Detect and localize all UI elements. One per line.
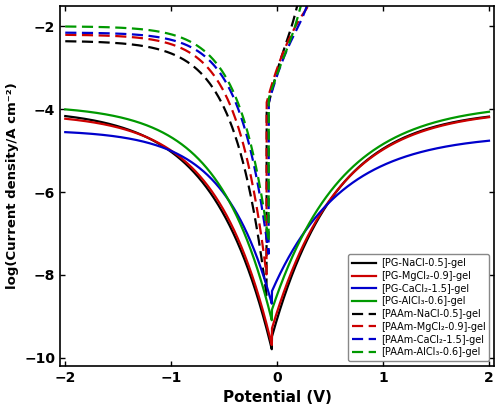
X-axis label: Potential (V): Potential (V) bbox=[222, 390, 332, 405]
Y-axis label: log(Current density/A cm⁻²): log(Current density/A cm⁻²) bbox=[6, 83, 18, 289]
Legend: [PG-NaCl-0.5]-gel, [PG-MgCl₂-0.9]-gel, [PG-CaCl₂-1.5]-gel, [PG-AlCl₃-0.6]-gel, [: [PG-NaCl-0.5]-gel, [PG-MgCl₂-0.9]-gel, [… bbox=[348, 254, 490, 361]
